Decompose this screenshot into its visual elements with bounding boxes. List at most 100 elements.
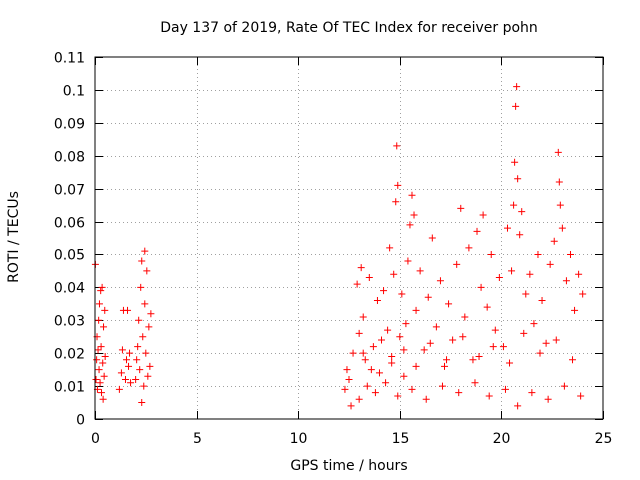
data-point — [138, 257, 146, 265]
data-point — [426, 339, 434, 347]
data-point — [355, 329, 363, 337]
data-point — [121, 376, 129, 384]
data-point — [139, 333, 147, 341]
data-point — [141, 247, 149, 255]
data-point — [449, 336, 457, 344]
x-tick-label: 25 — [595, 431, 613, 447]
data-point — [512, 102, 520, 110]
data-point — [135, 316, 143, 324]
data-point — [485, 392, 493, 400]
data-point — [503, 224, 511, 232]
y-tick-label: 0.01 — [54, 380, 85, 396]
data-point — [367, 366, 375, 374]
data-point — [98, 389, 106, 397]
data-point — [534, 250, 542, 258]
data-point — [518, 208, 526, 216]
data-point — [577, 392, 585, 400]
data-point — [455, 389, 463, 397]
y-tick-label: 0.02 — [54, 347, 85, 363]
data-point — [349, 349, 357, 357]
data-point — [361, 356, 369, 364]
y-axis-label: ROTI / TECUs — [6, 191, 22, 283]
data-point — [520, 329, 528, 337]
data-point — [345, 376, 353, 384]
data-point — [144, 372, 152, 380]
data-point — [459, 333, 467, 341]
data-point — [118, 346, 126, 354]
data-point — [522, 290, 530, 298]
data-point — [528, 389, 536, 397]
data-point — [562, 277, 570, 285]
data-point — [378, 336, 386, 344]
data-point — [133, 356, 141, 364]
data-point — [147, 310, 155, 318]
data-point — [365, 273, 373, 281]
x-tick-label: 0 — [91, 431, 100, 447]
data-point — [441, 362, 449, 370]
data-point — [394, 181, 402, 189]
data-point — [126, 349, 134, 357]
data-point — [400, 372, 408, 380]
data-point — [530, 320, 538, 328]
x-tick-label: 10 — [290, 431, 308, 447]
data-point — [420, 346, 428, 354]
data-point — [343, 366, 351, 374]
data-point — [143, 267, 151, 275]
data-point — [388, 359, 396, 367]
data-point — [386, 244, 394, 252]
data-point — [394, 392, 402, 400]
data-point — [495, 273, 503, 281]
data-point — [96, 379, 104, 387]
data-point — [97, 287, 105, 295]
data-point — [471, 379, 479, 387]
data-point — [95, 366, 103, 374]
data-point — [489, 343, 497, 351]
data-point — [571, 306, 579, 314]
data-point — [136, 366, 144, 374]
data-point — [134, 343, 142, 351]
data-point — [355, 395, 363, 403]
data-point — [408, 385, 416, 393]
data-point — [146, 362, 154, 370]
data-point — [359, 313, 367, 321]
data-point — [127, 379, 135, 387]
data-point — [132, 376, 140, 384]
data-point — [436, 277, 444, 285]
data-point — [99, 359, 107, 367]
data-point — [556, 201, 564, 209]
data-point — [95, 300, 103, 308]
data-point — [369, 343, 377, 351]
data-point — [100, 323, 108, 331]
data-point — [398, 290, 406, 298]
data-point — [138, 399, 146, 407]
data-point — [375, 369, 383, 377]
data-point — [359, 349, 367, 357]
data-point — [526, 270, 534, 278]
data-point — [453, 260, 461, 268]
data-point — [140, 382, 148, 390]
y-tick-label: 0.11 — [54, 51, 85, 67]
data-point — [483, 303, 491, 311]
chart-title: Day 137 of 2019, Rate Of TEC Index for r… — [160, 20, 538, 36]
data-point — [477, 283, 485, 291]
data-point — [95, 316, 103, 324]
data-point — [487, 250, 495, 258]
data-point — [469, 356, 477, 364]
data-point — [428, 234, 436, 242]
data-point — [513, 83, 521, 91]
data-point — [546, 260, 554, 268]
data-point — [125, 362, 133, 370]
data-point — [438, 382, 446, 390]
y-tick-label: 0.06 — [54, 216, 85, 232]
data-point — [400, 346, 408, 354]
data-point — [514, 175, 522, 183]
data-point — [97, 343, 105, 351]
data-point — [552, 336, 560, 344]
grid-lines — [95, 57, 603, 419]
y-tick-label: 0.03 — [54, 314, 85, 330]
data-point — [554, 148, 562, 156]
data-point — [363, 382, 371, 390]
data-point — [457, 204, 465, 212]
data-point — [558, 224, 566, 232]
